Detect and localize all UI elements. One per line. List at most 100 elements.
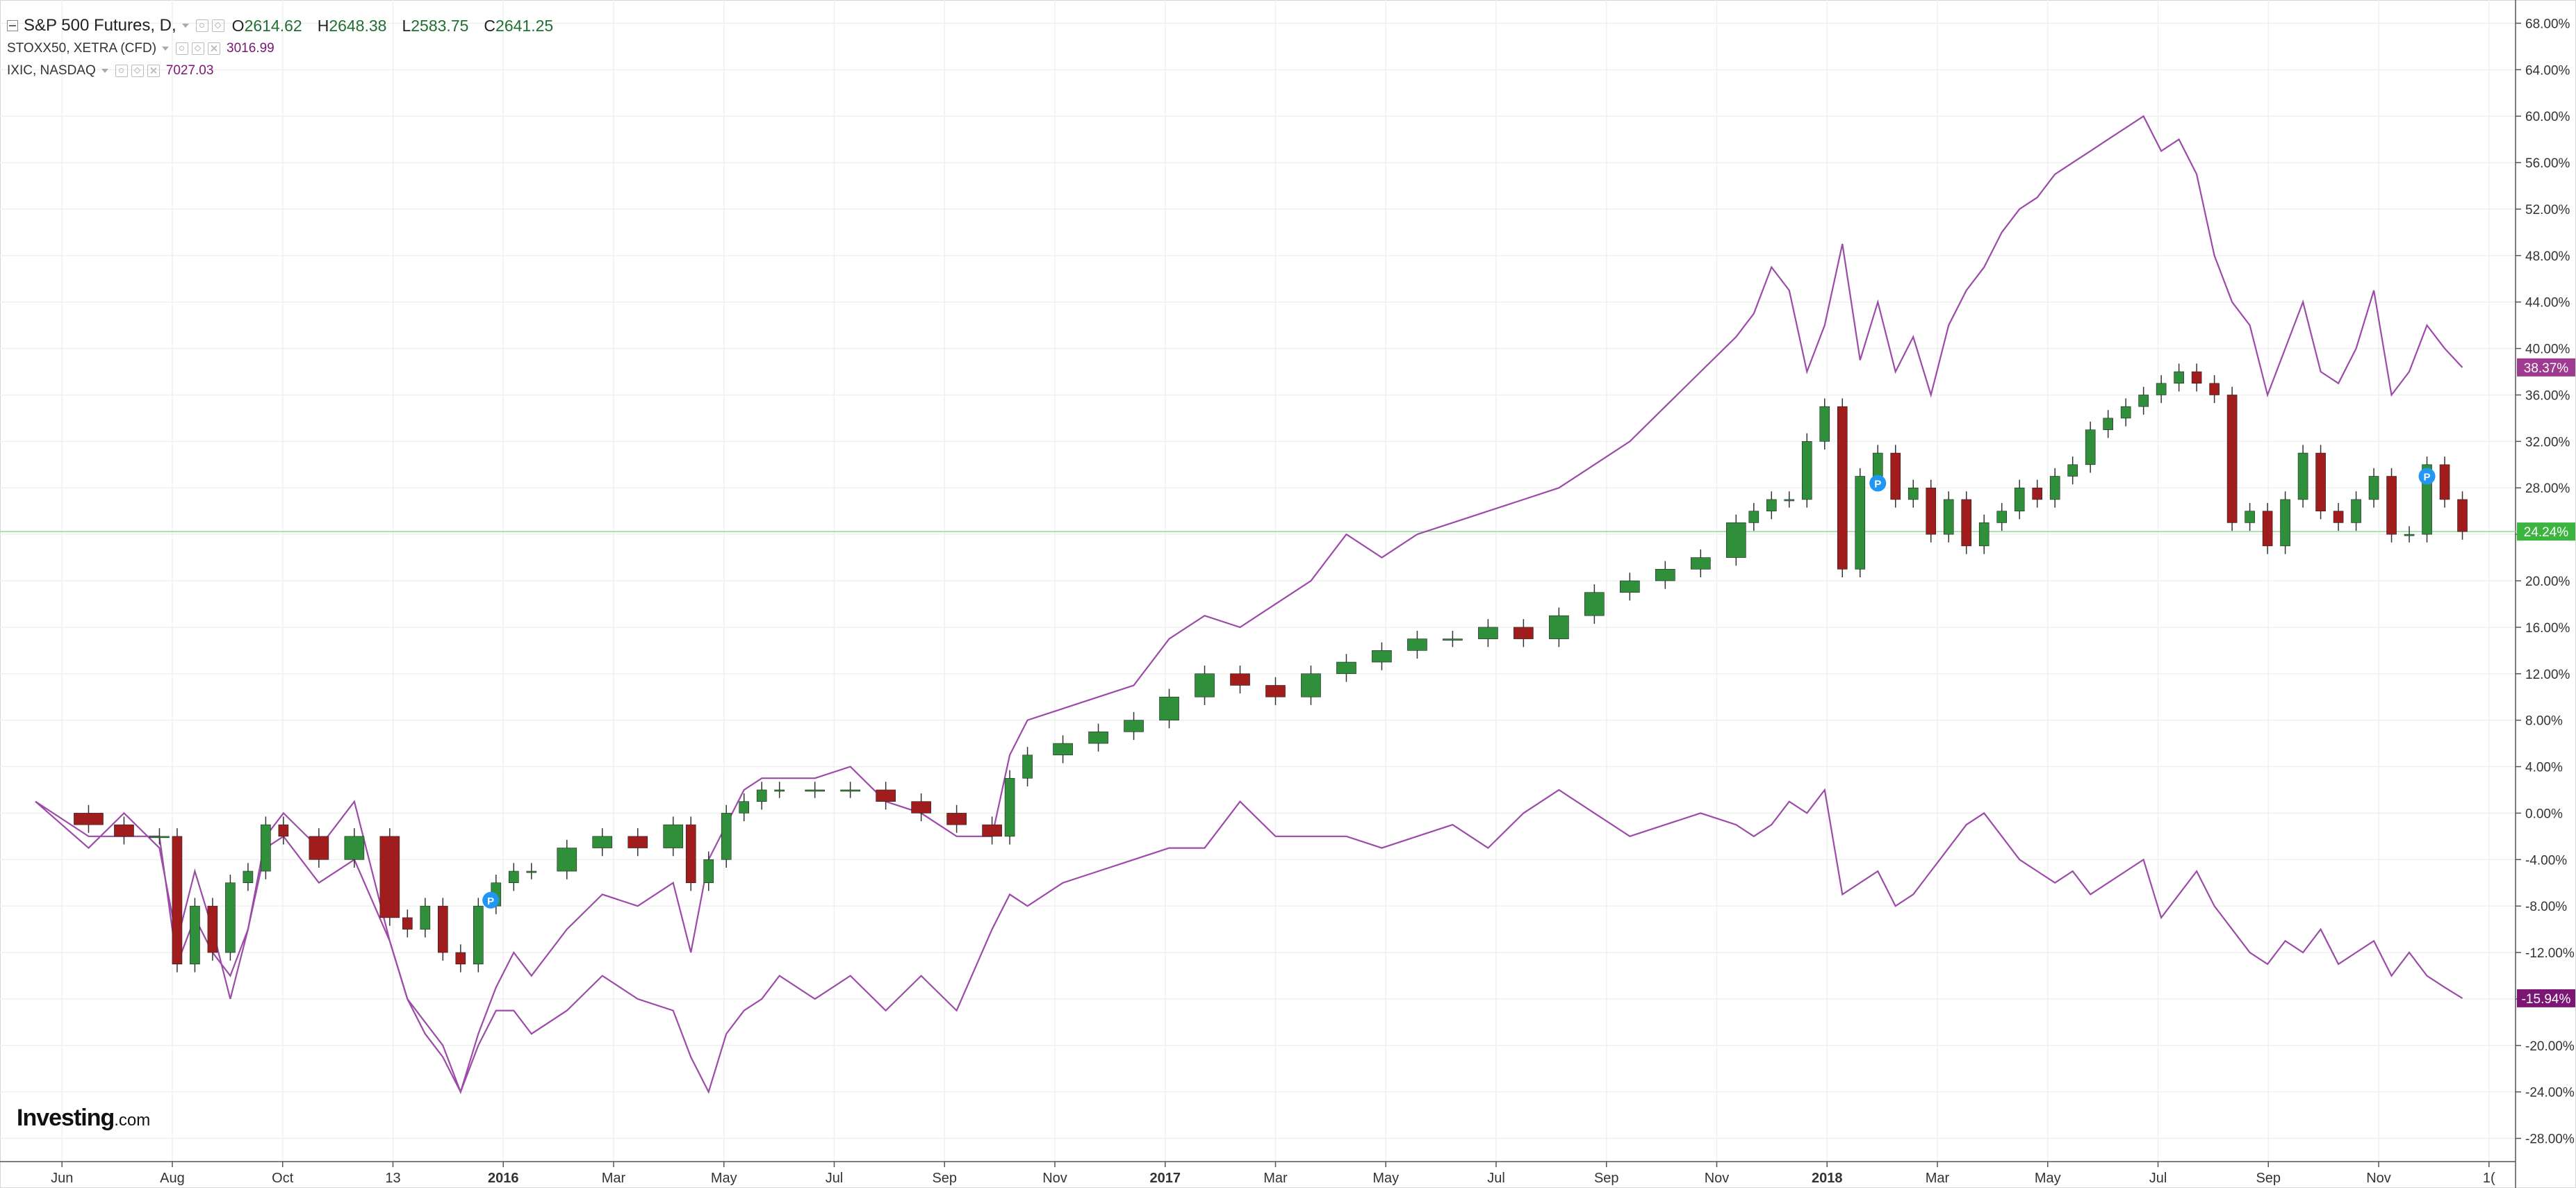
candle-body <box>2191 371 2202 384</box>
chevron-down-icon[interactable] <box>181 24 189 28</box>
settings-icon[interactable] <box>211 19 224 32</box>
candle-body <box>2333 511 2344 523</box>
nasdaq-series-value: 7027.03 <box>165 63 214 78</box>
event-marker-label: P <box>487 896 494 907</box>
candle-body <box>2368 476 2379 500</box>
candle-body <box>1088 732 1108 744</box>
x-tick-label: Jul <box>1487 1171 1505 1186</box>
candle-body <box>473 905 484 965</box>
eye-icon[interactable] <box>195 19 208 32</box>
candle-body <box>455 952 466 965</box>
y-tick-label: 40.00% <box>2525 343 2570 357</box>
close-label: C <box>484 16 496 35</box>
legend-series-stoxx[interactable]: STOXX50, XETRA (CFD) 3016.99 <box>7 38 564 60</box>
eye-icon[interactable] <box>115 65 128 77</box>
x-tick-label: Sep <box>932 1171 957 1186</box>
candle-body <box>1926 487 1937 535</box>
last-value-badges: 38.37% 24.24% -15.94% <box>2517 358 2575 1007</box>
candle-body <box>2014 487 2025 511</box>
y-tick-label: -28.00% <box>2525 1132 2575 1147</box>
candle-body <box>840 789 860 792</box>
candle-body <box>74 813 104 825</box>
time-axis[interactable]: Jun Aug Oct 13 2016 Mar May Jul Sep Nov 2017 Mar May… <box>51 1162 2495 1186</box>
last-value-badge <box>2517 358 2575 377</box>
candle-body <box>721 813 732 860</box>
price-axis[interactable]: 68.00% 64.00% 60.00% 56.00% 52.00% 48.00% 44.0… <box>2516 17 2575 1147</box>
y-tick-label: -12.00% <box>2525 946 2575 961</box>
y-tick-label: 16.00% <box>2525 621 2570 636</box>
candle-body <box>2085 429 2096 465</box>
candle-body <box>1943 499 1954 535</box>
candle-body <box>243 871 254 884</box>
candle-body <box>1872 452 1883 477</box>
close-icon[interactable] <box>208 42 221 55</box>
brand-suffix: .com <box>114 1111 151 1130</box>
candle-body <box>756 789 767 802</box>
event-markers[interactable]: P P P <box>482 468 2436 909</box>
chevron-down-icon[interactable] <box>162 47 170 51</box>
y-tick-label: 32.00% <box>2525 435 2570 449</box>
eye-icon[interactable] <box>176 42 189 55</box>
settings-icon[interactable] <box>131 65 144 77</box>
candle-body <box>278 824 289 837</box>
x-tick-label: Jul <box>826 1171 844 1186</box>
candle-body <box>1004 777 1015 837</box>
candle-body <box>1478 627 1498 639</box>
last-value-label: 38.37% <box>2524 361 2569 376</box>
x-tick-label: Jul <box>2149 1171 2167 1186</box>
x-tick-label: Mar <box>1263 1171 1288 1186</box>
candle-body <box>1655 568 1675 581</box>
candle-body <box>1961 499 1972 547</box>
candle-body <box>1549 615 1569 639</box>
candle-body <box>2262 511 2273 547</box>
grid-layer <box>0 0 2516 1162</box>
candle-body <box>2280 499 2290 547</box>
candle-body <box>2457 499 2468 532</box>
x-tick-label: 13 <box>385 1171 400 1186</box>
close-icon[interactable] <box>147 65 160 77</box>
y-tick-label: -4.00% <box>2525 853 2567 868</box>
candle-body <box>1195 673 1215 698</box>
collapse-legend-icon[interactable] <box>7 20 18 31</box>
settings-icon[interactable] <box>192 42 205 55</box>
candle-body <box>1053 743 1073 756</box>
candle-body <box>805 789 825 792</box>
candlestick-series <box>74 363 2468 973</box>
chart-legend: S&P 500 Futures, D, O2614.62 H2648.38 L2… <box>7 14 564 82</box>
series-line-stoxx <box>35 788 2463 1094</box>
x-tick-label: 2017 <box>1149 1171 1181 1186</box>
candle-body <box>1801 441 1812 500</box>
x-tick-label: Jun <box>51 1171 73 1186</box>
last-value-label: 24.24% <box>2524 525 2569 540</box>
legend-main-series[interactable]: S&P 500 Futures, D, O2614.62 H2648.38 L2… <box>7 14 564 38</box>
candle-body <box>2315 452 2326 511</box>
candle-body <box>309 836 329 860</box>
stoxx-series-name: STOXX50, XETRA (CFD) <box>7 41 157 56</box>
last-value-badge <box>2517 989 2575 1007</box>
candle-body <box>2297 452 2308 500</box>
event-marker-label: P <box>1874 479 1881 490</box>
candle-body <box>2386 476 2397 535</box>
y-tick-label: 8.00% <box>2525 714 2563 729</box>
candle-body <box>1784 499 1795 502</box>
candle-body <box>2245 511 2255 523</box>
open-label: O <box>231 16 245 35</box>
legend-series-nasdaq[interactable]: IXIC, NASDAQ 7027.03 <box>7 60 564 82</box>
candle-body <box>739 801 750 814</box>
candle-body <box>225 882 236 953</box>
candle-body <box>172 836 183 965</box>
last-value-label: -15.94% <box>2522 992 2571 1007</box>
x-tick-label: 2018 <box>1812 1171 1843 1186</box>
candle-body <box>1908 487 1919 500</box>
candle-body <box>876 789 896 802</box>
candle-body <box>1230 673 1250 686</box>
low-label: L <box>402 16 411 35</box>
candle-body <box>379 836 400 918</box>
candle-body <box>592 836 613 848</box>
candle-body <box>703 859 714 884</box>
candle-body <box>1159 696 1179 720</box>
candle-body <box>1996 511 2008 523</box>
chevron-down-icon[interactable] <box>101 69 108 73</box>
candle-body <box>2032 487 2043 500</box>
